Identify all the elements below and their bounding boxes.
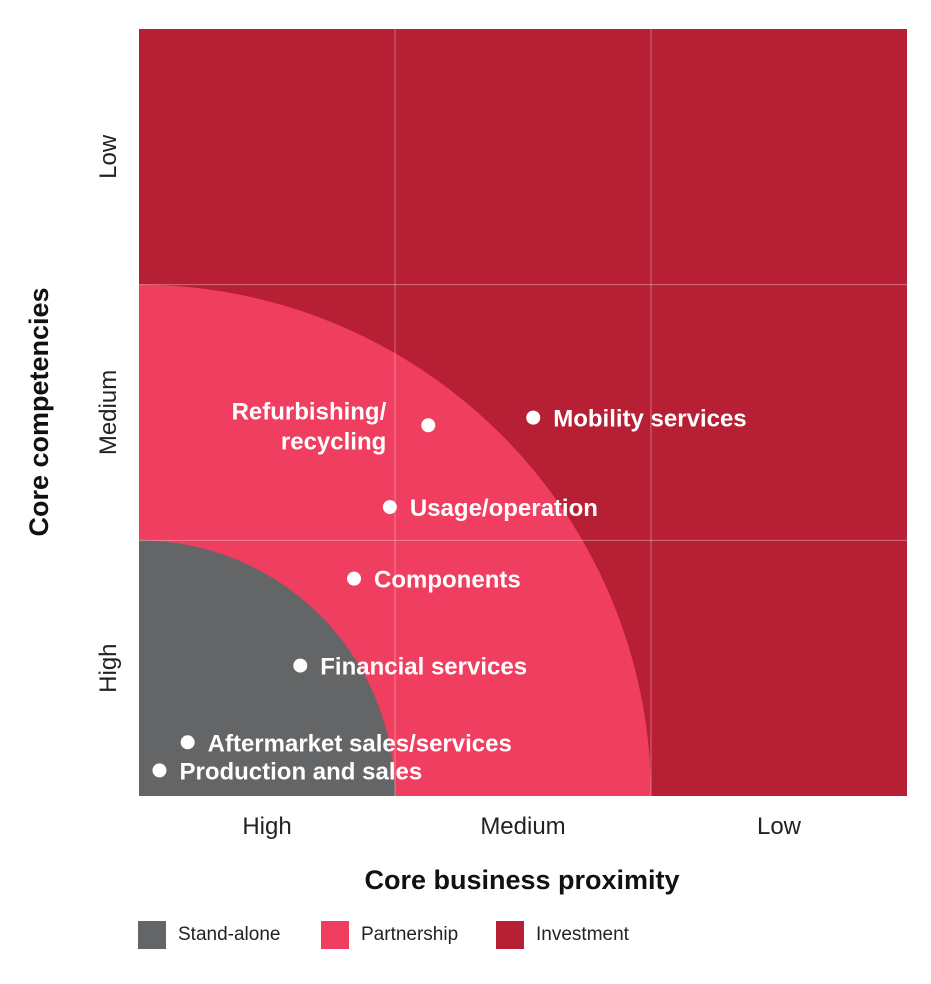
point-label: Usage/operation (410, 495, 598, 522)
legend-swatch-investment (496, 921, 524, 949)
gridlines (139, 29, 907, 796)
x-tick-label: Medium (480, 813, 565, 840)
point-marker (180, 735, 195, 750)
x-axis-title: Core business proximity (364, 865, 679, 895)
legend-label: Partnership (361, 924, 459, 945)
data-points: Refurbishing/recycling Mobility services U… (152, 398, 747, 785)
y-tick-label: Medium (95, 370, 122, 455)
point-marker (152, 763, 167, 778)
legend-item-stand-alone: Stand-alone (138, 921, 321, 949)
tick-labels: High Medium Low High Medium Low (95, 134, 802, 840)
point-label: Components (374, 567, 521, 594)
legend-item-partnership: Partnership (321, 921, 496, 949)
point-marker (347, 571, 362, 586)
legend-swatch-partnership (321, 921, 349, 949)
point-label: Financial services (320, 654, 527, 681)
y-tick-label: Low (95, 134, 122, 179)
regions (139, 29, 907, 796)
point-label: Mobility services (553, 406, 746, 433)
y-axis-title: Core competencies (24, 287, 54, 536)
point-marker (293, 658, 308, 673)
point-label: Production and sales (179, 758, 422, 785)
y-tick-label: High (95, 643, 122, 692)
x-tick-label: High (242, 813, 291, 840)
legend-label: Stand-alone (178, 924, 281, 945)
region-stand-alone (139, 540, 395, 796)
point-marker (526, 410, 541, 425)
point-label: Aftermarket sales/services (208, 730, 512, 757)
x-tick-label: Low (757, 813, 802, 840)
point-marker (382, 500, 397, 515)
legend-item-investment: Investment (496, 921, 629, 949)
point-marker (421, 418, 436, 433)
point-label: Refurbishing/recycling (232, 398, 387, 455)
legend-label: Investment (536, 924, 629, 945)
legend-swatch-stand-alone (138, 921, 166, 949)
legend: Stand-alone Partnership Investment (138, 921, 629, 949)
